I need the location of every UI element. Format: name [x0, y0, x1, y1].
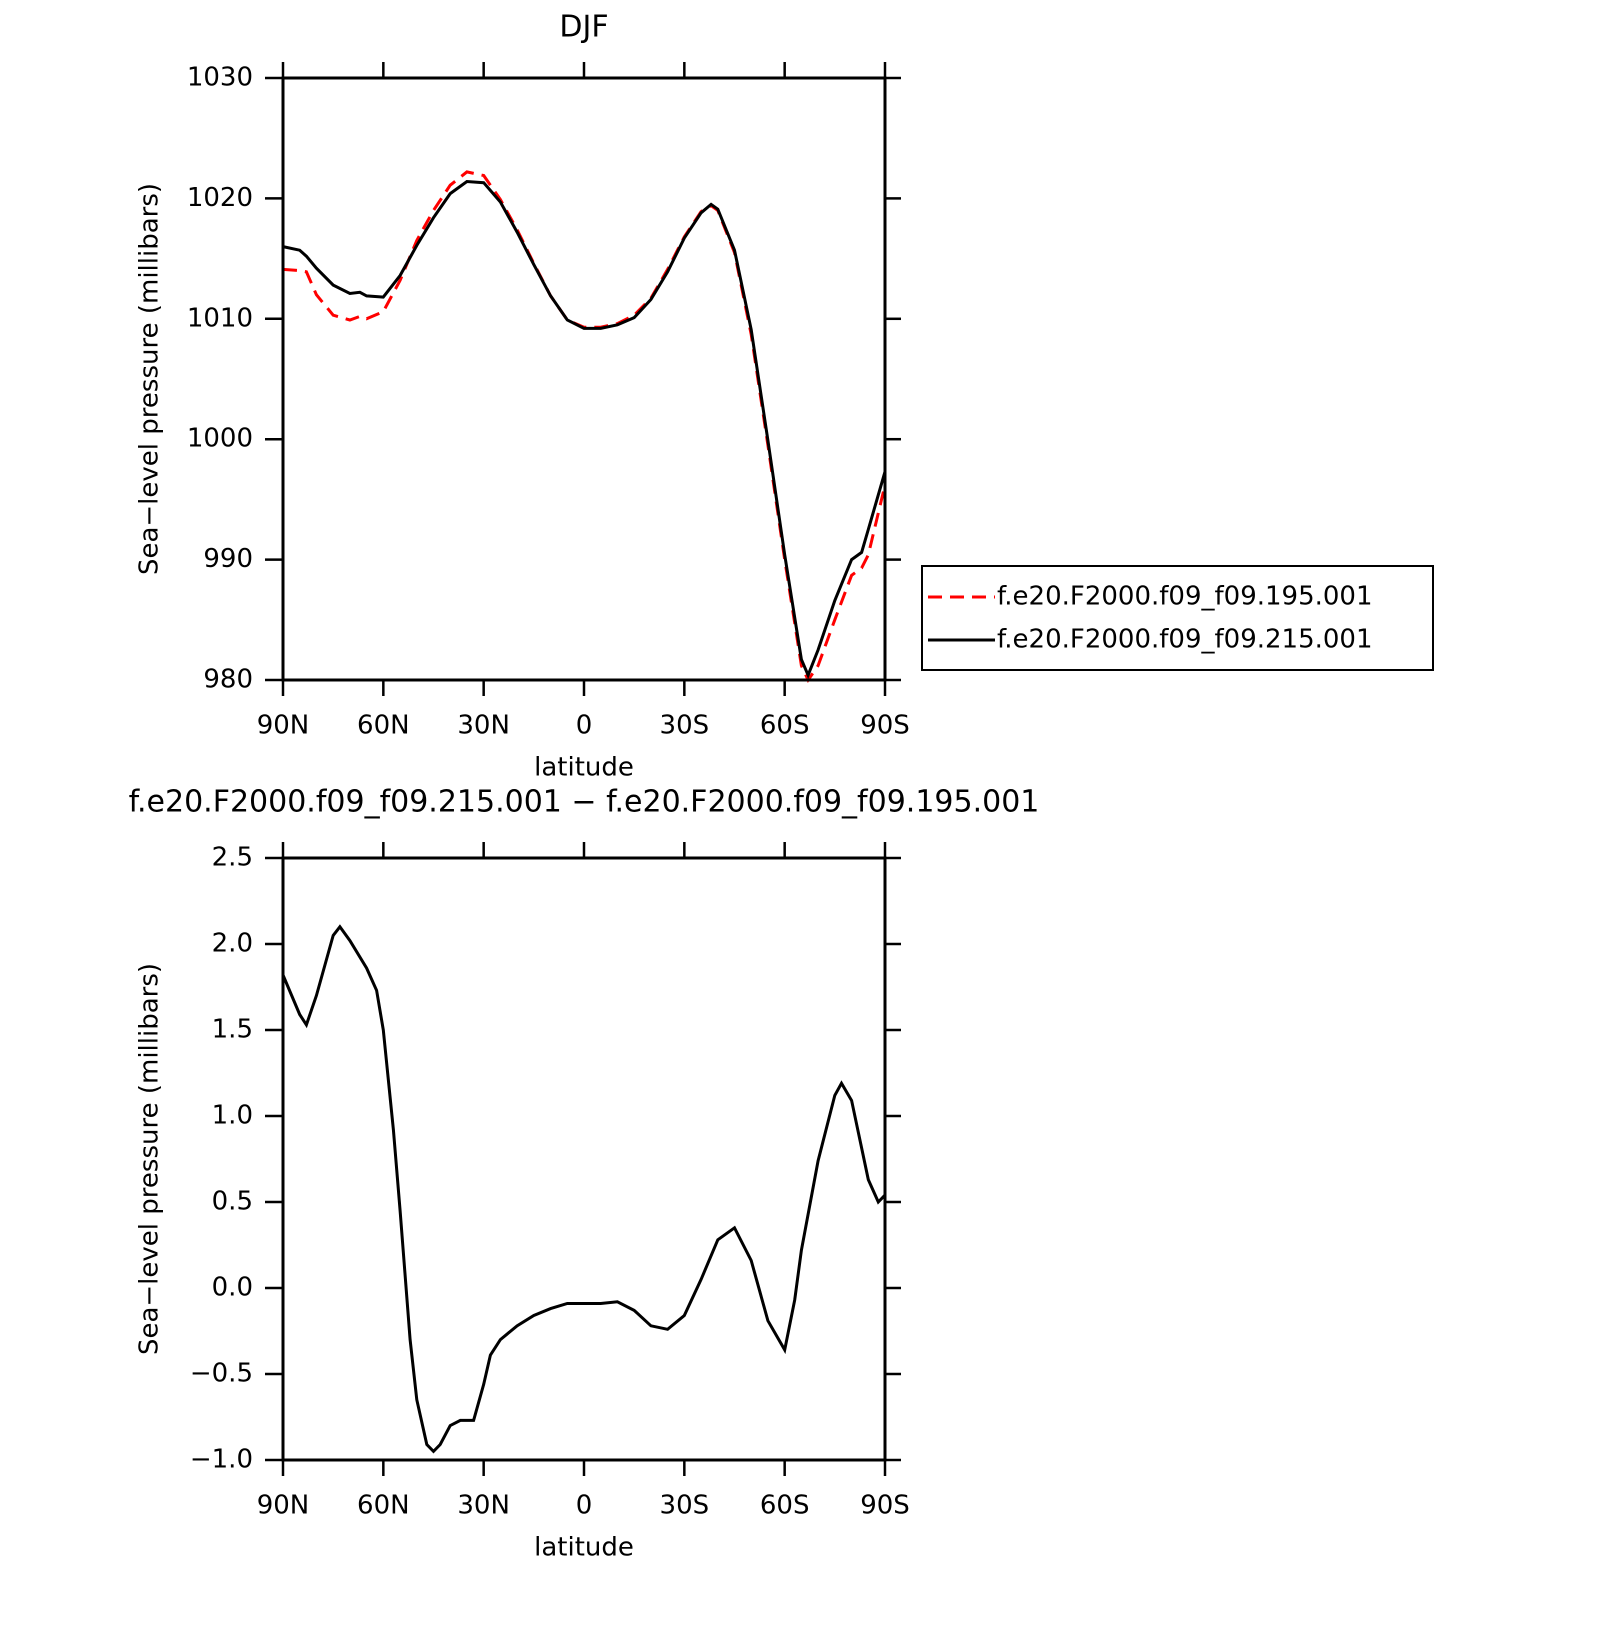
chart-title: f.e20.F2000.f09_f09.215.001 − f.e20.F200…	[129, 785, 1040, 820]
x-tick-label: 90N	[257, 1491, 310, 1521]
x-tick-label: 30N	[457, 1491, 510, 1521]
x-tick-label: 0	[576, 711, 593, 741]
y-tick-label: −0.5	[190, 1359, 253, 1389]
x-tick-label: 30S	[660, 711, 710, 741]
chart-title: DJF	[559, 10, 608, 45]
legend-label: f.e20.F2000.f09_f09.195.001	[997, 582, 1373, 612]
y-tick-label: 1.5	[212, 1015, 253, 1045]
x-tick-label: 60S	[760, 1491, 810, 1521]
x-tick-label: 30S	[660, 1491, 710, 1521]
plot-frame	[281, 76, 887, 682]
y-tick-label: 1030	[187, 63, 253, 93]
data-line	[282, 179, 887, 680]
y-tick-label: 980	[203, 665, 253, 695]
y-tick-label: 1020	[187, 183, 253, 213]
plot-frame	[281, 856, 887, 1462]
y-tick-label: 0.0	[212, 1273, 253, 1303]
y-axis-label: Sea−level pressure (millibars)	[135, 963, 165, 1355]
x-tick-label: 90S	[860, 711, 910, 741]
legend-label: f.e20.F2000.f09_f09.215.001	[997, 625, 1373, 655]
x-tick-label: 30N	[457, 711, 510, 741]
y-tick-label: −1.0	[190, 1445, 253, 1475]
y-tick-label: 1000	[187, 424, 253, 454]
y-tick-label: 990	[203, 544, 253, 574]
x-tick-label: 0	[576, 1491, 593, 1521]
y-tick-label: 0.5	[212, 1187, 253, 1217]
y-tick-label: 1010	[187, 303, 253, 333]
y-tick-label: 2.5	[212, 843, 253, 873]
data-line	[282, 170, 887, 684]
x-tick-label: 60N	[357, 711, 410, 741]
x-tick-label: 90N	[257, 711, 310, 741]
y-tick-label: 2.0	[212, 929, 253, 959]
y-axis-label: Sea−level pressure (millibars)	[135, 183, 165, 575]
legend-box	[921, 565, 1434, 671]
x-tick-label: 60N	[357, 1491, 410, 1521]
x-tick-label: 60S	[760, 711, 810, 741]
y-tick-label: 1.0	[212, 1101, 253, 1131]
x-tick-label: 90S	[860, 1491, 910, 1521]
x-axis-label: latitude	[534, 1533, 634, 1563]
x-axis-label: latitude	[534, 753, 634, 783]
data-line	[281, 924, 887, 1454]
